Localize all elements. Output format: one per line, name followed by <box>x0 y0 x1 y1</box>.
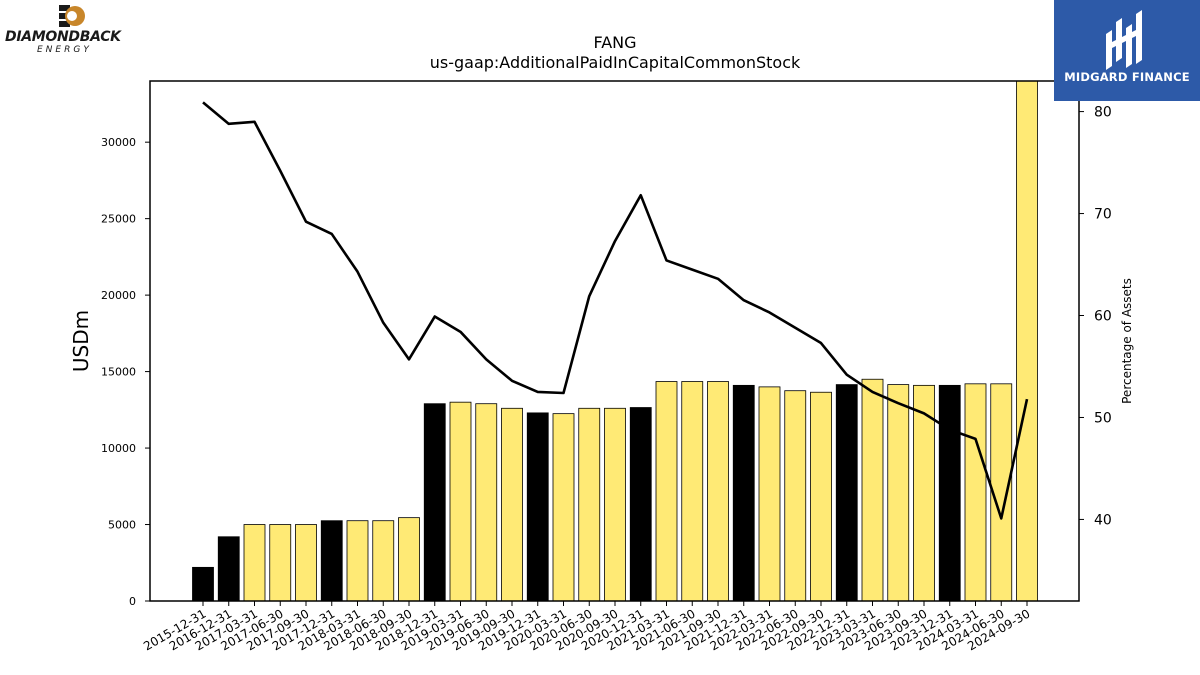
y-tick-label: 0 <box>129 595 136 608</box>
bar-2017-06-30 <box>269 524 292 602</box>
diamondback-energy-logo: DIAMONDBACK ENERGY <box>4 4 139 56</box>
bar-2015-12-31 <box>192 566 214 602</box>
bar-2020-06-30 <box>578 407 601 602</box>
bar-2022-12-31 <box>835 384 858 602</box>
midgard-wordmark: MIDGARD FINANCE <box>1064 70 1190 84</box>
y-axis-label: USDm <box>69 310 93 372</box>
midgard-mark-icon <box>1106 10 1142 70</box>
y2-axis-label: Percentage of Assets <box>1120 278 1134 404</box>
bar-2018-12-31 <box>423 403 446 602</box>
y2-tick-label: 50 <box>1094 410 1112 426</box>
bar-2023-03-31 <box>861 378 884 602</box>
y-tick-label: 20000 <box>101 289 136 302</box>
y2-tick-label: 70 <box>1094 207 1112 223</box>
energy-wordmark: ENERGY <box>37 45 92 55</box>
bar-2023-12-31 <box>938 384 961 602</box>
diamondback-wordmark: DIAMONDBACK <box>5 29 121 45</box>
y-tick-label: 15000 <box>101 366 136 379</box>
y-tick-label: 10000 <box>101 442 136 455</box>
bar-2020-12-31 <box>629 407 652 602</box>
bar-2019-06-30 <box>475 403 498 602</box>
bar-2019-03-31 <box>449 401 472 602</box>
bar-2018-09-30 <box>398 517 420 602</box>
bar-2024-09-30 <box>1016 80 1038 602</box>
bar-2018-06-30 <box>372 520 395 602</box>
bar-2017-12-31 <box>320 520 343 602</box>
bar-2024-03-31 <box>964 383 987 602</box>
chart-subtitle: us-gaap:AdditionalPaidInCapitalCommonSto… <box>430 53 801 72</box>
bar-2019-09-30 <box>501 407 523 602</box>
chart-title: FANG <box>593 33 636 52</box>
y-tick-label: 25000 <box>101 213 136 226</box>
bar-2022-09-30 <box>810 391 832 602</box>
bar-2021-12-31 <box>732 384 755 602</box>
bar-2016-12-31 <box>217 536 240 602</box>
bar-2020-09-30 <box>604 407 626 602</box>
bar-2020-03-31 <box>552 413 575 602</box>
bar-2022-03-31 <box>758 386 781 602</box>
percentage-of-assets-line <box>202 101 1029 520</box>
bar-2018-03-31 <box>346 520 369 602</box>
diamondback-mark-icon <box>59 5 85 27</box>
midgard-finance-logo: MIDGARD FINANCE <box>1054 0 1200 101</box>
bar-2023-06-30 <box>887 384 910 602</box>
y-tick-label: 30000 <box>101 136 136 149</box>
y-tick-label: 5000 <box>108 519 136 532</box>
y2-tick-label: 60 <box>1094 309 1112 325</box>
bar-2019-12-31 <box>526 412 549 602</box>
bar-2021-03-31 <box>655 381 678 602</box>
y2-tick-label: 40 <box>1094 512 1112 528</box>
y2-tick-label: 80 <box>1094 105 1112 121</box>
bar-2021-06-30 <box>681 381 704 602</box>
bar-2022-06-30 <box>784 390 807 602</box>
bar-2021-09-30 <box>707 381 729 602</box>
bar-2017-09-30 <box>295 524 317 602</box>
bar-2017-03-31 <box>243 524 266 602</box>
